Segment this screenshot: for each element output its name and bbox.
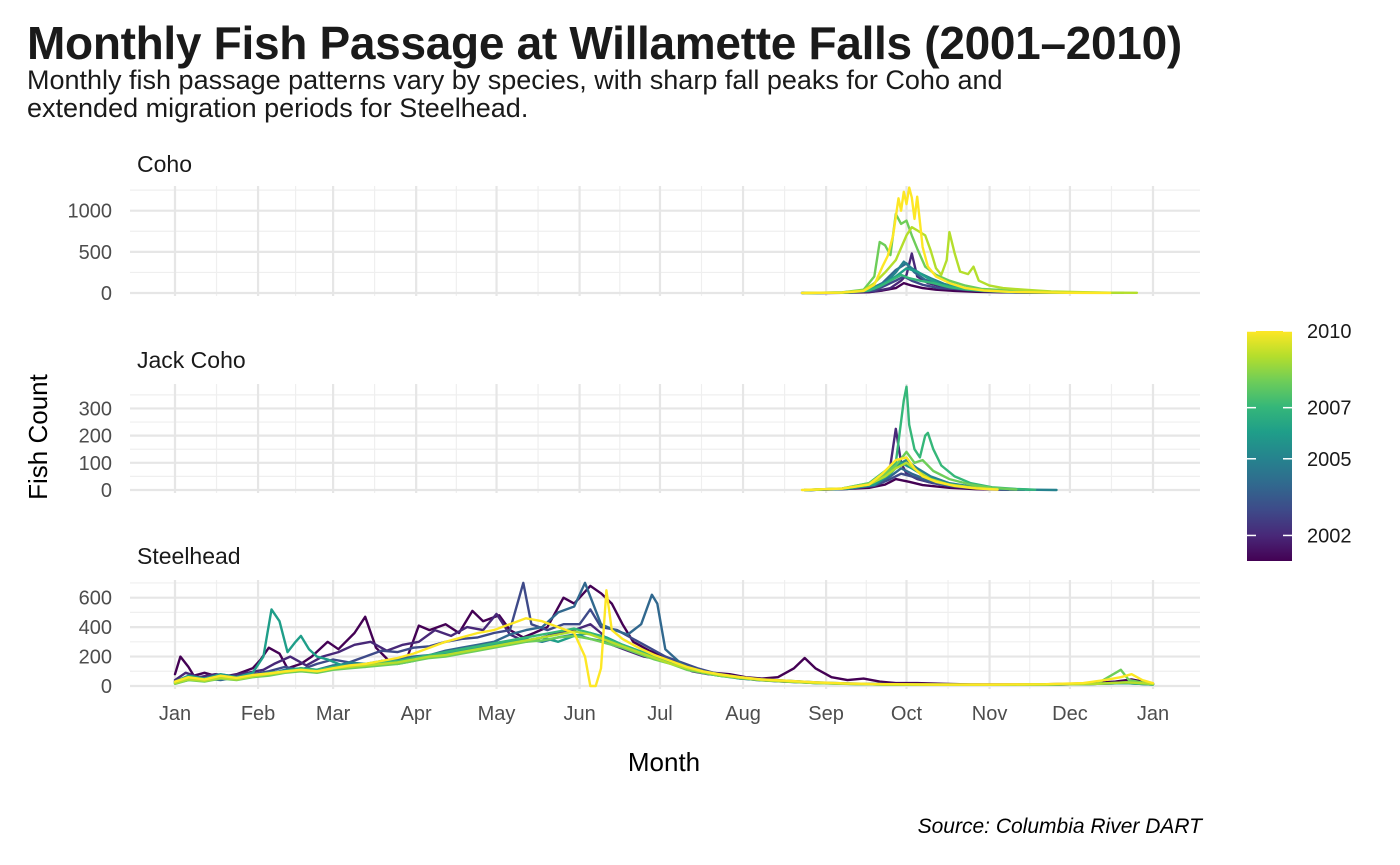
color-legend: 2002 2005 2007 2010	[1247, 321, 1352, 561]
y-tick-label: 0	[101, 480, 112, 502]
x-axis-title: Month	[628, 747, 700, 777]
x-tick-label: Oct	[891, 703, 923, 725]
x-tick-label: Jan	[1137, 703, 1169, 725]
x-tick-label: May	[478, 703, 516, 725]
legend-tick-label: 2007	[1307, 398, 1352, 420]
series-line-2002	[808, 427, 1026, 492]
x-axis: Jan Feb Mar Apr May Jun Jul Aug Sep Oct Nov Dec Jan	[159, 703, 1169, 725]
legend-colorbar	[1247, 331, 1292, 561]
facet-panel: 0 200 400 600 Steelhead	[79, 543, 1200, 698]
x-tick-label: Sep	[808, 703, 844, 725]
facet-panels: 0 500 1000 Coho 0 100 200 300 Jack Coho 0 200 400 60…	[68, 151, 1200, 698]
series-line-2008	[806, 450, 1018, 492]
x-tick-label: Dec	[1052, 703, 1088, 725]
y-tick-label: 0	[101, 676, 112, 698]
series-line-2010	[173, 589, 1155, 688]
x-tick-label: Apr	[401, 703, 432, 725]
y-axis-title: Fish Count	[23, 373, 53, 499]
chart-caption: Source: Columbia River DART	[918, 815, 1205, 838]
series-line-2010	[800, 456, 999, 492]
x-tick-label: Jan	[159, 703, 191, 725]
facet-label: Coho	[137, 151, 192, 177]
y-tick-label: 300	[79, 398, 112, 420]
series-line-2002	[173, 612, 1155, 686]
series-line-2009	[803, 226, 1139, 295]
x-tick-label: Nov	[972, 703, 1008, 725]
x-tick-label: Jul	[647, 703, 673, 725]
legend-tick-label: 2005	[1307, 449, 1352, 471]
facet-panel: 0 100 200 300 Jack Coho	[79, 347, 1200, 502]
y-tick-label: 200	[79, 426, 112, 448]
facet-label: Jack Coho	[137, 347, 246, 373]
x-tick-label: Jun	[563, 703, 595, 725]
y-tick-label: 500	[79, 242, 112, 264]
y-tick-label: 400	[79, 617, 112, 639]
x-tick-label: Aug	[725, 703, 761, 725]
facet-label: Steelhead	[137, 543, 241, 569]
y-tick-label: 200	[79, 647, 112, 669]
x-tick-label: Feb	[241, 703, 275, 725]
legend-tick-label: 2002	[1307, 525, 1352, 547]
chart-subtitle: Monthly fish passage patterns vary by sp…	[27, 65, 1003, 123]
y-tick-label: 600	[79, 588, 112, 610]
series-line-2010	[800, 186, 1112, 295]
legend-tick-label: 2010	[1307, 321, 1352, 343]
y-tick-label: 1000	[68, 201, 113, 223]
series-line-2008	[803, 212, 1125, 295]
chart-title: Monthly Fish Passage at Willamette Falls…	[27, 17, 1182, 69]
x-tick-label: Mar	[316, 703, 351, 725]
y-tick-label: 100	[79, 453, 112, 475]
facet-panel: 0 500 1000 Coho	[68, 151, 1200, 305]
y-tick-label: 0	[101, 283, 112, 305]
